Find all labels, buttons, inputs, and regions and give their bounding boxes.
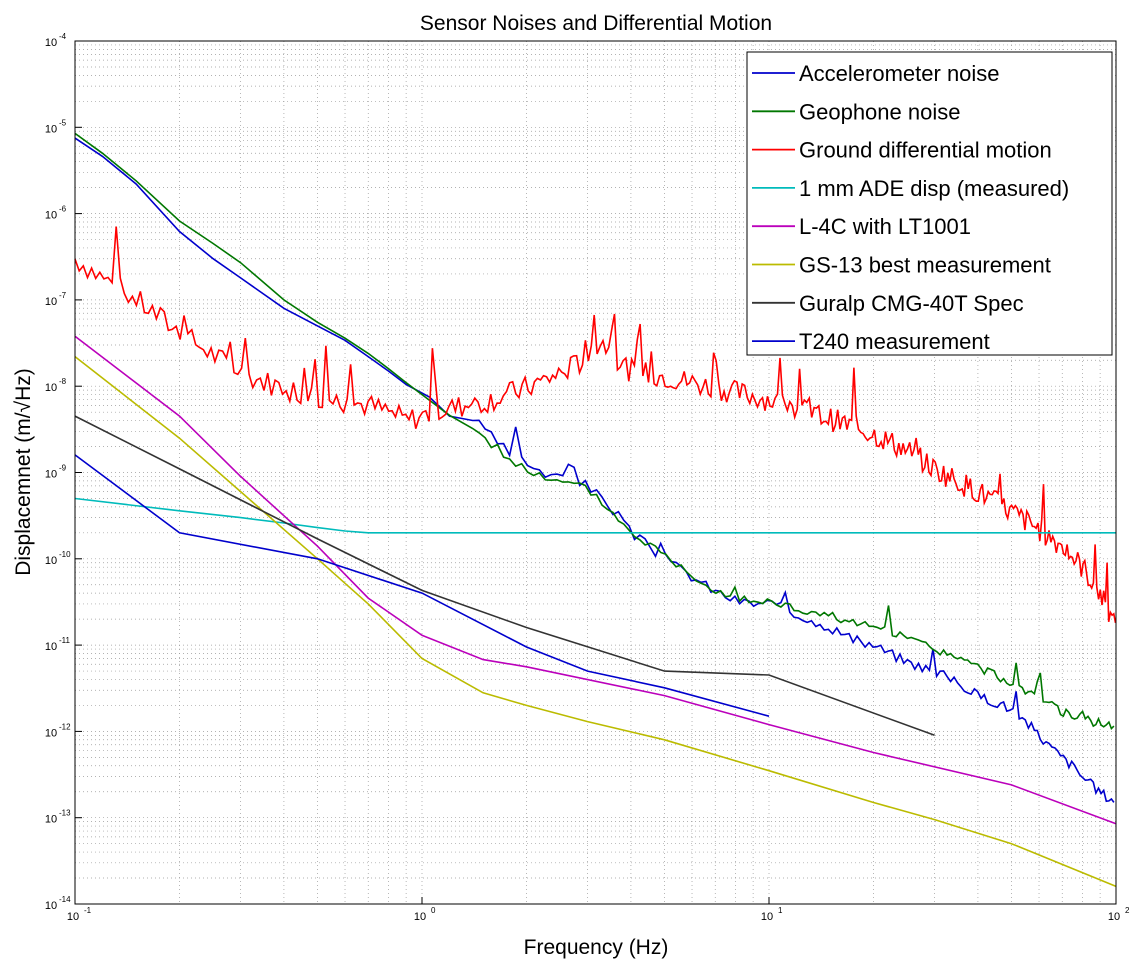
y-tick-label: 10 xyxy=(45,296,57,308)
x-tick-label: 10 xyxy=(761,911,773,923)
legend-label: Ground differential motion xyxy=(799,138,1052,163)
y-tick-label: 10 xyxy=(45,210,57,222)
y-tick-exponent: -13 xyxy=(59,809,71,818)
y-tick-label: 10 xyxy=(45,469,57,481)
legend-label: T240 measurement xyxy=(799,329,990,354)
legend-label: 1 mm ADE disp (measured) xyxy=(799,176,1069,201)
series-layer xyxy=(74,132,1117,888)
y-tick-exponent: -14 xyxy=(59,895,71,904)
series-line-3 xyxy=(74,497,1116,534)
y-tick-exponent: -10 xyxy=(59,550,71,559)
axes-ticks: 10-110010110210-1410-1310-1210-1110-1010… xyxy=(45,32,1130,923)
legend-items: Accelerometer noise Geophone noise Ground … xyxy=(752,61,1069,354)
plot-grid xyxy=(75,41,1116,904)
x-axis-label: Frequency (Hz) xyxy=(524,936,669,959)
x-tick-label: 10 xyxy=(67,911,79,923)
y-tick-exponent: -4 xyxy=(59,32,67,41)
y-tick-label: 10 xyxy=(45,555,57,567)
x-tick-exponent: 2 xyxy=(1125,906,1130,915)
y-tick-label: 10 xyxy=(45,641,57,653)
y-tick-label: 10 xyxy=(45,900,57,912)
legend-box xyxy=(746,51,1113,356)
x-tick-label: 10 xyxy=(1108,911,1120,923)
y-tick-exponent: -8 xyxy=(59,377,67,386)
y-tick-label: 10 xyxy=(45,123,57,135)
chart-title: Sensor Noises and Differential Motion xyxy=(420,12,772,35)
x-tick-label: 10 xyxy=(414,911,426,923)
y-tick-exponent: -12 xyxy=(59,722,71,731)
series-line-7 xyxy=(74,454,770,717)
x-tick-exponent: -1 xyxy=(84,906,92,915)
series-line-0 xyxy=(74,137,1115,803)
y-tick-label: 10 xyxy=(45,382,57,394)
legend-label: Accelerometer noise xyxy=(799,61,1000,86)
y-tick-exponent: -7 xyxy=(59,291,67,300)
legend: Accelerometer noise Geophone noise Ground … xyxy=(746,51,1113,356)
y-tick-label: 10 xyxy=(45,37,57,49)
y-tick-label: 10 xyxy=(45,814,57,826)
series-line-5 xyxy=(74,355,1117,888)
legend-label: L-4C with LT1001 xyxy=(799,214,971,239)
series-line-1 xyxy=(74,132,1115,731)
series-line-6 xyxy=(74,415,935,737)
legend-label: GS-13 best measurement xyxy=(799,253,1051,278)
x-tick-exponent: 1 xyxy=(778,906,783,915)
x-tick-exponent: 0 xyxy=(431,906,436,915)
y-tick-exponent: -9 xyxy=(59,464,67,473)
y-tick-exponent: -5 xyxy=(59,118,67,127)
y-tick-exponent: -6 xyxy=(59,205,67,214)
y-tick-exponent: -11 xyxy=(59,636,71,645)
y-tick-label: 10 xyxy=(45,727,57,739)
series-line-4 xyxy=(74,335,1117,825)
y-axis-label: Displacemnet (m/√Hz) xyxy=(12,368,35,576)
legend-label: Guralp CMG-40T Spec xyxy=(799,291,1024,316)
series-line-2 xyxy=(74,226,1117,624)
legend-label: Geophone noise xyxy=(799,99,960,124)
